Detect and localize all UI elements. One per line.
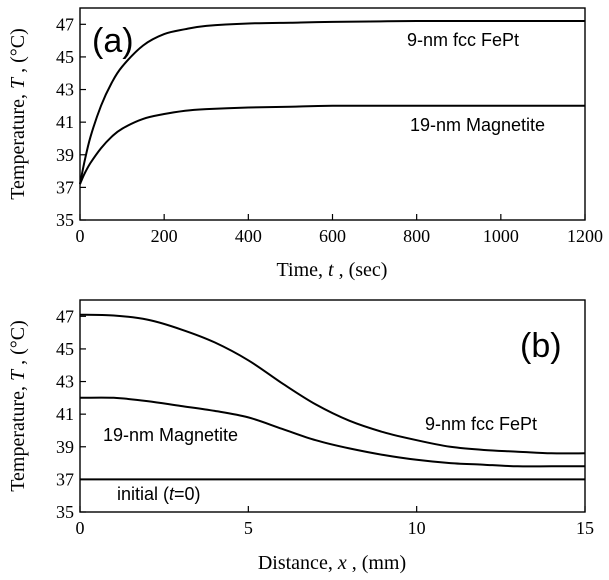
panel-a-x-tick-label: 800	[403, 226, 430, 246]
panel-b-series-line-2	[79, 396, 585, 468]
panel-a-fept-label: 9-nm fcc FePt	[407, 30, 519, 50]
panel-a-xlabel-var: t	[328, 259, 334, 281]
panel-b-xlabel-pre: Distance,	[258, 552, 338, 574]
panel-a-x-tick-label: 600	[319, 226, 346, 246]
panel-a-magnetite-label: 19-nm Magnetite	[410, 115, 545, 135]
panel-a-y-axis-title: Temperature, T , (°C)	[7, 28, 29, 200]
panel-a-x-tick-label: 1000	[483, 226, 519, 246]
panel-b-x-ticks: 0 5 10 15	[76, 506, 594, 538]
panel-b-ylabel-var: T	[7, 368, 29, 381]
panel-b-initial-var: t	[169, 484, 175, 504]
panel-a-y-tick-label: 37	[56, 177, 74, 197]
panel-a-y-tick-label: 43	[56, 80, 74, 100]
panel-b-magnetite-label: 19-nm Magnetite	[103, 425, 238, 445]
panel-a-y-tick-label: 41	[56, 112, 74, 132]
panel-a-y-tick-label: 45	[56, 47, 74, 67]
panel-b-x-tick-label: 10	[408, 518, 426, 538]
panel-b-y-axis-title: Temperature, T , (°C)	[7, 320, 29, 492]
panel-b-y-tick-label: 43	[56, 372, 74, 392]
panel-b-x-tick-label: 15	[576, 518, 594, 538]
panel-b-initial-label: initial (t=0)	[117, 484, 201, 504]
panel-b-plot-frame	[79, 299, 586, 513]
panel-b-y-tick-label: 45	[56, 339, 74, 359]
panel-a-x-tick-label: 1200	[567, 226, 603, 246]
panel-a-ylabel-var: T	[7, 76, 29, 89]
panel-b-series-line-1	[79, 313, 586, 455]
panel-b-xlabel-var: x	[337, 552, 347, 574]
panel-b-ylabel-pre: Temperature,	[7, 381, 29, 492]
panel-b-y-tick-label: 39	[56, 437, 74, 457]
panel-b-x-tick-label: 0	[76, 518, 85, 538]
panel-b-ylabel-post: , (°C)	[7, 320, 29, 370]
panel-b-fept-label: 9-nm fcc FePt	[425, 414, 537, 434]
panel-a-series-line-2	[79, 104, 585, 185]
panel-b-x-axis-title: Distance, x , (mm)	[258, 552, 406, 574]
panel-a: 35 37 39 41 43 45 47 0 200 400 600 800 1000 1200 (a)…	[7, 7, 603, 281]
panel-a-series	[79, 19, 585, 185]
panel-a-x-axis-title: Time, t , (sec)	[277, 259, 388, 281]
panel-b-xlabel-post: , (mm)	[347, 552, 406, 574]
panel-b-label: (b)	[520, 327, 562, 365]
panel-b-initial-post: =0)	[174, 484, 201, 504]
panel-a-xlabel-post: , (sec)	[334, 259, 388, 281]
panel-a-y-tick-label: 39	[56, 145, 74, 165]
panel-b-y-tick-label: 41	[56, 404, 74, 424]
panel-a-label: (a)	[92, 22, 134, 60]
panel-b-initial-pre: initial (	[117, 484, 169, 504]
panel-a-series-line-1	[79, 19, 585, 185]
panel-a-ylabel-post: , (°C)	[7, 28, 29, 78]
panel-b-y-ticks: 35 37 39 41 43 45 47	[56, 306, 86, 522]
panel-a-x-tick-label: 0	[76, 226, 85, 246]
panel-b-x-tick-label: 5	[244, 518, 253, 538]
panel-a-xlabel-pre: Time,	[277, 259, 329, 281]
panel-a-y-ticks: 35 37 39 41 43 45 47	[56, 14, 86, 230]
panel-b-y-tick-label: 47	[56, 306, 74, 326]
panel-a-y-tick-label: 47	[56, 14, 74, 34]
panel-a-x-ticks: 0 200 400 600 800 1000 1200	[76, 214, 603, 246]
panel-a-x-tick-label: 400	[235, 226, 262, 246]
panel-a-y-tick-label: 35	[56, 210, 74, 230]
panel-a-ylabel-pre: Temperature,	[7, 89, 29, 200]
panel-a-x-tick-label: 200	[151, 226, 178, 246]
panel-b-series	[79, 313, 586, 481]
panel-b-y-tick-label: 37	[56, 469, 74, 489]
panel-b-y-tick-label: 35	[56, 502, 74, 522]
